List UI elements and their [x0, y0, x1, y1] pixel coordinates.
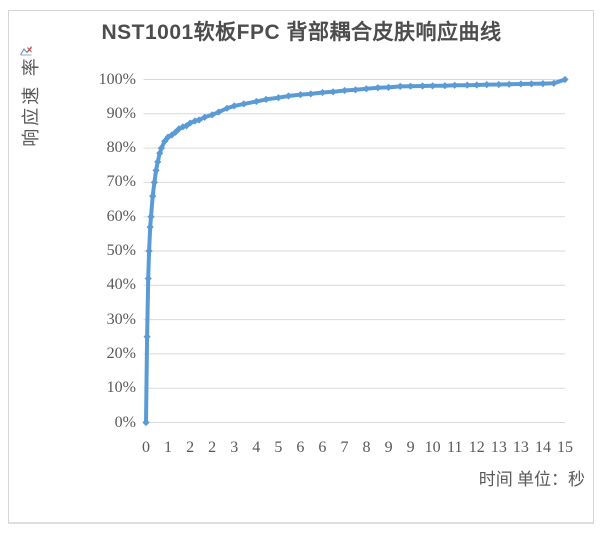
y-tick-label: 50% [106, 242, 136, 259]
x-tick-label: 9 [406, 439, 415, 456]
y-tick-label: 20% [106, 344, 136, 362]
y-tick-label: 60% [106, 207, 136, 225]
x-tick-label: 12 [468, 439, 485, 456]
x-tick-label: 13 [490, 439, 507, 456]
y-tick-label: 10% [106, 379, 136, 397]
x-tick-label: 15 [557, 439, 573, 456]
x-tick-label: 10 [424, 439, 441, 456]
x-tick-label: 3 [230, 439, 239, 456]
x-tick-label: 13 [512, 439, 529, 456]
y-axis-title: 响应速 率 [21, 55, 41, 147]
x-tick-label: 6 [318, 439, 327, 456]
x-tick-label: 1 [164, 439, 173, 456]
x-tick-label: 2 [208, 439, 217, 456]
y-tick-label: 70% [106, 173, 136, 191]
x-tick-label: 4 [252, 439, 261, 456]
x-tick-label: 9 [384, 439, 393, 456]
x-tick-label: 14 [534, 439, 551, 456]
x-tick-label: 6 [296, 439, 305, 456]
x-tick-label: 11 [447, 439, 463, 456]
x-tick-label: 0 [142, 439, 150, 456]
y-tick-label: 40% [106, 276, 136, 294]
chart-title: NST1001软板FPC 背部耦合皮肤响应曲线 [101, 21, 502, 44]
y-tick-label: 90% [106, 104, 136, 122]
x-tick-label: 5 [274, 439, 283, 456]
y-tick-label: 30% [106, 310, 136, 328]
x-tick-label: 2 [186, 439, 195, 456]
x-tick-label: 8 [362, 439, 371, 456]
x-tick-label: 7 [340, 439, 349, 456]
y-tick-label: 100% [98, 70, 136, 88]
broken-image-icon [19, 44, 33, 58]
y-tick-label: 80% [106, 139, 136, 157]
x-axis-title: 时间 单位：秒 [478, 470, 585, 489]
y-tick-label: 0% [114, 413, 136, 431]
